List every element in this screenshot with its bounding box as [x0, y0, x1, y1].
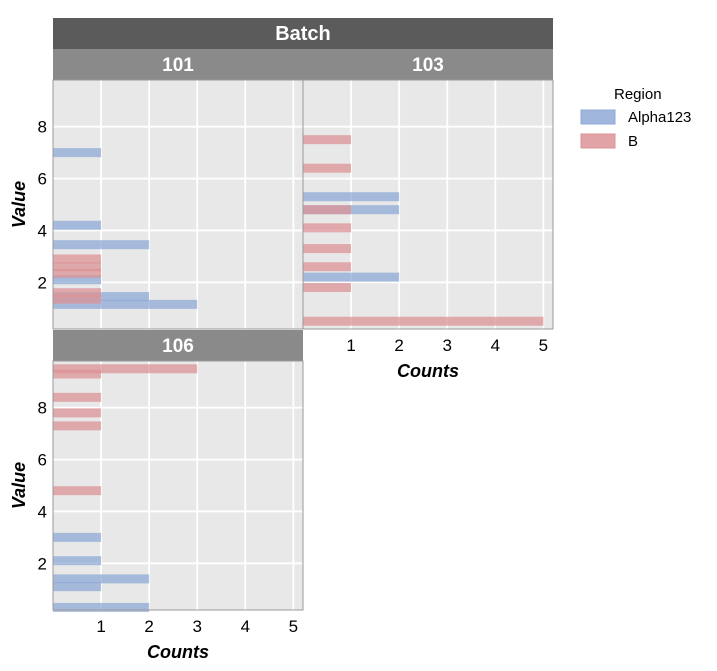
x-axis-title: Counts: [397, 361, 459, 381]
panel-strip-106: [53, 330, 303, 361]
y-tick-label: 4: [38, 221, 47, 240]
y-tick-label: 6: [38, 170, 47, 189]
y-axis-title: Value: [9, 462, 29, 509]
y-tick-label: 8: [38, 399, 47, 418]
bar-alpha123-106: [53, 556, 102, 566]
text-layer: Batch 101 103 106 2 4 6 8 Value 2 4 6 8 Value 1 2 3 4 5 Cou…: [9, 23, 691, 662]
panel-strip-101: [53, 49, 303, 80]
bar-b-101: [53, 294, 102, 304]
bar-alpha123-101: [53, 275, 102, 285]
x-axis-title: Counts: [147, 642, 209, 662]
bar-b-103: [303, 205, 352, 215]
y-tick-label: 6: [38, 451, 47, 470]
panel-border-106: [52, 360, 304, 611]
facet-title-strip: [53, 18, 553, 49]
bar-b-106: [53, 408, 102, 418]
x-tick-label: 3: [442, 336, 451, 355]
bar-alpha123-103: [303, 192, 400, 202]
legend-label: Alpha123: [628, 109, 691, 126]
x-tick-label: 3: [192, 617, 201, 636]
x-tick-label: 1: [346, 336, 355, 355]
bar-alpha123-106: [53, 532, 102, 542]
bar-b-103: [303, 223, 352, 233]
bar-b-101: [53, 268, 102, 278]
panel-label: 103: [412, 55, 444, 76]
bar-b-103: [303, 262, 352, 272]
legend-title: Region: [614, 86, 662, 103]
bar-b-103: [303, 163, 352, 173]
bar-b-106: [53, 486, 102, 496]
bars-layer: [53, 135, 544, 612]
bar-b-103: [303, 244, 352, 254]
x-tick-label: 2: [144, 617, 153, 636]
x-tick-label: 1: [96, 617, 105, 636]
bar-b-106: [53, 392, 102, 402]
x-tick-label: 5: [289, 617, 298, 636]
bar-b-106: [53, 364, 198, 374]
bar-b-101: [53, 288, 102, 298]
panel-label: 101: [162, 55, 194, 76]
bar-b-103: [303, 135, 352, 145]
bar-alpha123-106: [53, 602, 150, 612]
bar-alpha123-101: [53, 220, 102, 230]
x-tick-label: 2: [394, 336, 403, 355]
x-tick-label: 5: [539, 336, 548, 355]
y-tick-label: 8: [38, 118, 47, 137]
bar-alpha123-106: [53, 582, 102, 592]
panel-label: 106: [162, 336, 194, 357]
panel-strip-103: [303, 49, 553, 80]
y-tick-label: 4: [38, 502, 47, 521]
frame-layer: [52, 18, 554, 611]
bar-alpha123-101: [53, 148, 102, 158]
bar-alpha123-101: [53, 240, 150, 250]
y-tick-label: 2: [38, 554, 47, 573]
panel-background-106: [53, 361, 303, 610]
bar-b-103: [303, 316, 544, 326]
bar-alpha123-103: [303, 272, 400, 282]
bar-b-103: [303, 283, 352, 292]
bar-b-106: [53, 421, 102, 431]
y-axis-title: Value: [9, 181, 29, 228]
x-tick-label: 4: [241, 617, 250, 636]
y-tick-label: 2: [38, 273, 47, 292]
bar-b-101: [53, 254, 102, 264]
x-tick-label: 4: [491, 336, 500, 355]
legend-swatch-b: [580, 133, 616, 149]
facet-title: Batch: [275, 23, 331, 45]
legend-swatch-alpha123: [580, 109, 616, 125]
legend-label: B: [628, 133, 638, 150]
panel-border-103: [302, 79, 554, 330]
bar-b-101: [53, 262, 102, 272]
bar-alpha123-101: [53, 299, 198, 309]
bar-alpha123-106: [53, 574, 150, 584]
bar-b-106: [53, 369, 102, 379]
panel-background-101: [53, 80, 303, 329]
